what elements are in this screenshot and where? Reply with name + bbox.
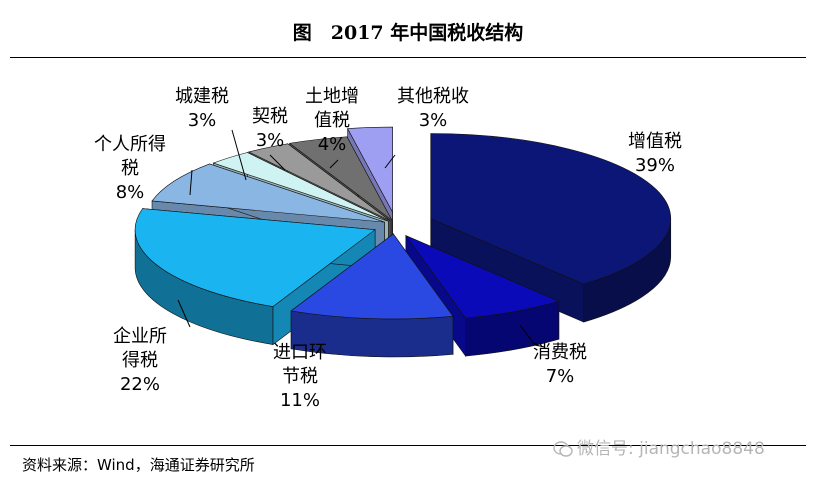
slice-label: 企业所得税: [113, 326, 167, 371]
slice-percent: 4%: [318, 134, 347, 155]
slice-percent: 3%: [419, 110, 448, 131]
slice-percent: 11%: [280, 390, 320, 411]
wechat-icon: [553, 441, 573, 457]
slice-label: 城建税: [175, 86, 229, 107]
slice-top: [430, 133, 671, 285]
slice-label: 进口环节税: [273, 342, 327, 387]
leader-line: [384, 154, 396, 169]
slice-labels: 增值税 39% 消费税 7% 进口环节税 11% 企业所得税 22% 个人所得税 8% 城建税 3% 契…: [94, 86, 682, 411]
leader-line: [269, 154, 286, 171]
slice-top: [288, 136, 393, 221]
watermark-text: 微信号: jiangchao8848: [577, 439, 765, 459]
leader-line: [189, 169, 193, 196]
top-rule: [10, 57, 806, 58]
slice-percent: 8%: [116, 182, 145, 203]
bottom-rule: [10, 445, 806, 446]
source-note: 资料来源：Wind，海通证券研究所: [22, 456, 255, 474]
slice-percent: 39%: [635, 155, 675, 176]
leader-lines: [177, 129, 546, 348]
slice-top: [405, 234, 560, 319]
watermark: 微信号: jiangchao8848: [553, 434, 765, 459]
leader-line: [329, 159, 339, 169]
slice-2: [290, 233, 454, 358]
slice-label: 增值税: [628, 131, 682, 152]
slice-label: 消费税: [533, 342, 587, 363]
leader-line: [519, 324, 546, 348]
slice-top: [247, 143, 391, 221]
leader-line: [177, 299, 191, 328]
slice-label: 契税: [252, 106, 288, 127]
slice-top: [290, 233, 454, 320]
chart-title: 图 2017 年中国税收结构: [292, 22, 524, 44]
pie-slices: [134, 126, 672, 358]
slice-label: 个人所得税: [94, 134, 166, 179]
leader-line: [231, 129, 247, 181]
slice-percent: 3%: [256, 130, 285, 151]
slice-percent: 7%: [546, 366, 575, 387]
slice-label: 土地增值税: [305, 86, 359, 131]
slice-percent: 3%: [188, 110, 217, 131]
slice-top: [151, 163, 385, 223]
slice-top: [347, 126, 393, 213]
slice-percent: 22%: [120, 374, 160, 395]
slice-top: [212, 152, 389, 222]
slice-label: 其他税收: [397, 86, 469, 107]
slice-top: [134, 208, 376, 307]
